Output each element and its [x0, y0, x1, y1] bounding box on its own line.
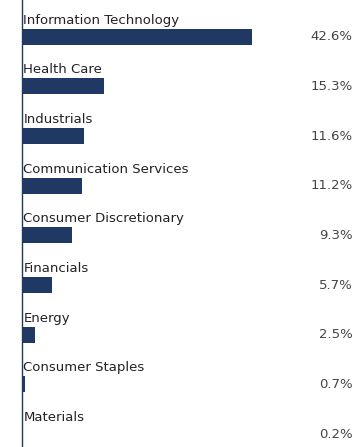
- Bar: [22, 228, 72, 243]
- Bar: [22, 376, 26, 392]
- Text: 15.3%: 15.3%: [311, 80, 353, 93]
- Bar: [22, 178, 82, 194]
- Text: 2.5%: 2.5%: [319, 328, 353, 341]
- Text: 0.2%: 0.2%: [319, 428, 353, 441]
- Bar: [22, 277, 53, 293]
- Text: Communication Services: Communication Services: [23, 163, 189, 176]
- Text: Consumer Staples: Consumer Staples: [23, 361, 145, 374]
- Bar: [22, 79, 104, 94]
- Text: Materials: Materials: [23, 411, 84, 424]
- Text: 11.2%: 11.2%: [311, 179, 353, 192]
- Text: Health Care: Health Care: [23, 63, 102, 76]
- Text: Consumer Discretionary: Consumer Discretionary: [23, 212, 184, 225]
- Text: 11.6%: 11.6%: [311, 130, 353, 143]
- Text: Energy: Energy: [23, 312, 70, 325]
- Bar: [22, 29, 252, 45]
- Bar: [22, 327, 35, 343]
- Text: Industrials: Industrials: [23, 113, 93, 126]
- Text: Information Technology: Information Technology: [23, 13, 180, 26]
- Text: 9.3%: 9.3%: [319, 229, 353, 242]
- Bar: [22, 128, 84, 144]
- Text: Financials: Financials: [23, 262, 89, 275]
- Text: 42.6%: 42.6%: [311, 30, 353, 43]
- Text: 5.7%: 5.7%: [319, 278, 353, 291]
- Bar: [22, 426, 23, 442]
- Text: 0.7%: 0.7%: [319, 378, 353, 391]
